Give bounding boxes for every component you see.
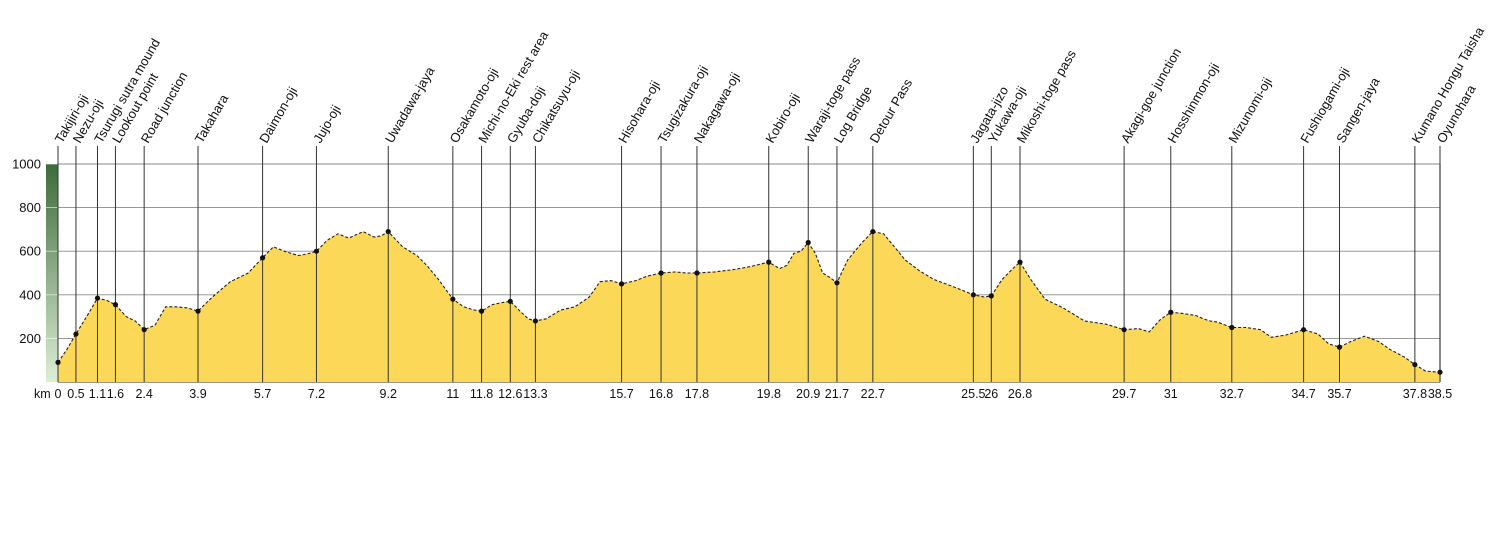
waypoint-name: Hosshinmon-oji (1164, 60, 1222, 145)
waypoint-name: Detour Pass (866, 76, 915, 146)
x-tick-label: 34.7 (1291, 387, 1315, 401)
x-tick-label: 15.7 (609, 387, 633, 401)
waypoint-dot (313, 248, 320, 254)
x-tick-label: 32.7 (1220, 387, 1244, 401)
waypoint-dot (1300, 327, 1307, 333)
waypoint-dot (55, 359, 61, 365)
y-tick-label: 200 (19, 331, 41, 346)
x-tick-label: 0 (55, 387, 62, 401)
waypoint-dot (1229, 324, 1235, 331)
waypoint-dot (112, 302, 119, 308)
waypoint-dot (532, 318, 539, 324)
waypoint-dot (1168, 309, 1174, 315)
waypoint-dot (766, 259, 772, 265)
y-tick-label: 400 (19, 287, 41, 302)
x-tick-label: 12.6 (498, 387, 522, 401)
elevation-line (57, 230, 1441, 373)
waypoint-dot (260, 255, 266, 261)
waypoint-dot (658, 270, 664, 276)
waypoint-dot (805, 239, 811, 246)
x-tick-label: 17.8 (685, 387, 709, 401)
x-tick-label: 21.7 (825, 387, 849, 401)
y-tick-label: 1000 (12, 157, 41, 172)
x-tick-label: 13.3 (523, 387, 547, 401)
x-tick-label: 3.9 (189, 387, 206, 401)
x-tick-label: 1.1 (89, 387, 106, 401)
scale-bar (46, 164, 58, 382)
waypoint-dot (1017, 259, 1023, 265)
waypoint-dot (141, 327, 147, 333)
waypoint-dot (1121, 327, 1127, 333)
waypoint-dot (1336, 344, 1343, 350)
waypoint-dot (450, 296, 456, 302)
waypoint-name: Jujo-oji (310, 102, 344, 145)
x-tick-label: 19.8 (757, 387, 781, 401)
waypoint-name: Takahara (192, 91, 232, 145)
x-tick-label: 38.5 (1428, 387, 1452, 401)
waypoint-name: Daimon-oji (256, 84, 300, 145)
x-tick-label: 16.8 (649, 387, 673, 401)
waypoint-markers (55, 146, 1443, 382)
x-tick-label: 7.2 (308, 387, 325, 401)
waypoint-dot (73, 331, 79, 337)
waypoint-dot (478, 308, 485, 314)
x-tick-label: 11 (446, 387, 459, 401)
x-tick-label: 1.6 (107, 387, 124, 401)
waypoint-dot (970, 292, 976, 298)
x-unit-label: km (34, 387, 51, 401)
elevation-scale-bar (46, 164, 58, 382)
waypoint-name: Uwadawa-jaya (382, 63, 438, 145)
waypoint-dot (94, 295, 101, 301)
y-tick-label: 800 (19, 200, 41, 215)
waypoint-dot (694, 270, 700, 276)
waypoint-dot (870, 228, 876, 235)
x-tick-label: 26 (984, 387, 998, 401)
x-tick-label: 2.4 (135, 387, 152, 401)
x-tick-label: 20.9 (796, 387, 820, 401)
waypoint-dot (834, 280, 840, 286)
x-tick-label: 9.2 (380, 387, 397, 401)
x-tick-label: 29.7 (1112, 387, 1136, 401)
waypoint-dot (1437, 369, 1443, 375)
x-tick-label: 35.7 (1327, 387, 1351, 401)
waypoint-dot (507, 298, 513, 304)
x-tick-label: 22.7 (861, 387, 885, 401)
x-tick-label: 11.8 (470, 387, 493, 401)
x-tick-label: 5.7 (254, 387, 271, 401)
x-tick-label: 37.8 (1403, 387, 1427, 401)
waypoint-dot (618, 281, 625, 287)
x-tick-label: 31 (1164, 387, 1178, 401)
x-tick-label: 25.5 (961, 387, 985, 401)
y-tick-label: 600 (19, 244, 41, 259)
waypoint-dot (385, 228, 391, 235)
waypoint-name: Mizunomi-oji (1225, 75, 1275, 146)
waypoint-dot (988, 293, 994, 299)
profile-area (57, 230, 1441, 382)
x-tick-label: 26.8 (1008, 387, 1032, 401)
waypoint-dot (1412, 361, 1418, 368)
x-tick-label: 0.5 (67, 387, 84, 401)
waypoint-name: Kobiro-oji (762, 90, 803, 145)
elevation-area (58, 231, 1440, 382)
waypoint-dot (195, 308, 201, 314)
